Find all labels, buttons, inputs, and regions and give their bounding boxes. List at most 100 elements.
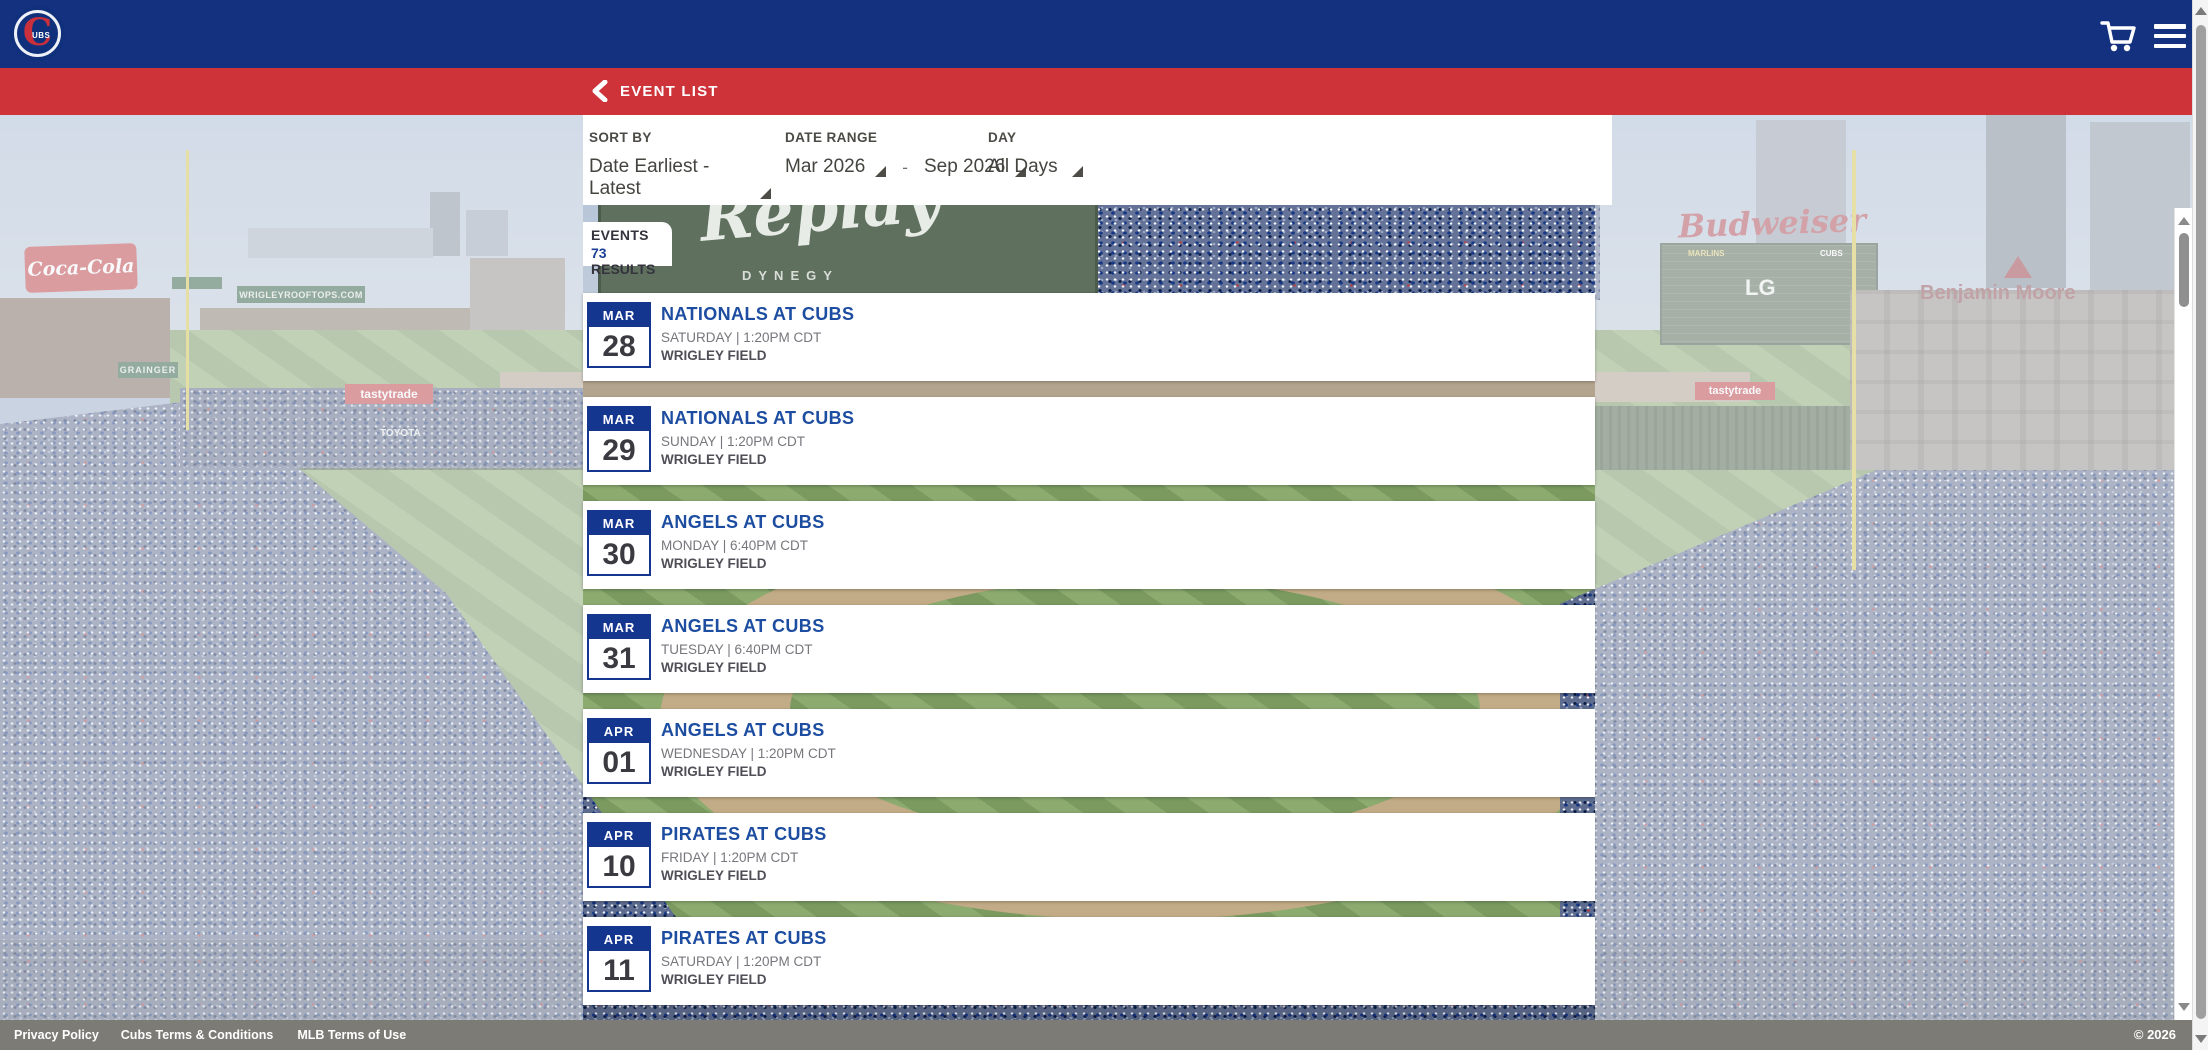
event-card-body: ANGELS AT CUBS TUESDAY | 6:40PM CDT WRIG…	[661, 616, 825, 675]
scroll-down-arrow-icon[interactable]	[2178, 1003, 2190, 1011]
event-title: NATIONALS AT CUBS	[661, 408, 855, 428]
sort-by-group: SORT BY Date Earliest - Latest	[589, 130, 771, 200]
dropdown-caret-icon	[1015, 166, 1027, 177]
event-list-scrollbar[interactable]	[2174, 208, 2192, 1020]
event-date-tile: MAR 31	[587, 614, 651, 680]
date-range-from-dropdown[interactable]: Mar 2026	[785, 156, 887, 178]
results-count-line: 73 RESULTS	[591, 245, 672, 277]
cart-button[interactable]	[2100, 20, 2140, 54]
event-datetime: SUNDAY | 1:20PM CDT	[661, 434, 806, 449]
event-card-body: NATIONALS AT CUBS SUNDAY | 1:20PM CDT WR…	[661, 408, 854, 467]
event-venue: WRIGLEY FIELD	[661, 556, 767, 571]
event-venue: WRIGLEY FIELD	[661, 452, 767, 467]
event-date-tile: MAR 29	[587, 406, 651, 472]
event-card[interactable]: MAR 29 NATIONALS AT CUBS SUNDAY | 1:20PM…	[583, 397, 1595, 485]
day-value: All Days	[988, 156, 1058, 177]
day-group: DAY All Days	[988, 130, 1083, 178]
overlay-left-fade	[0, 115, 583, 1050]
event-title: ANGELS AT CUBS	[661, 512, 825, 532]
footer-link-privacy-policy[interactable]: Privacy Policy	[14, 1028, 99, 1042]
day-label: DAY	[988, 130, 1017, 145]
day-dropdown[interactable]: All Days	[988, 156, 1083, 178]
date-range-controls: Mar 2026 - Sep 2026	[785, 156, 1027, 178]
event-datetime: WEDNESDAY | 1:20PM CDT	[661, 746, 836, 761]
event-card-body: PIRATES AT CUBS SATURDAY | 1:20PM CDT WR…	[661, 928, 827, 987]
date-range-to-dropdown[interactable]: Sep 2026	[924, 156, 1027, 178]
hamburger-menu-button[interactable]	[2154, 24, 2186, 48]
event-card-body: ANGELS AT CUBS MONDAY | 6:40PM CDT WRIGL…	[661, 512, 825, 571]
event-venue: WRIGLEY FIELD	[661, 972, 767, 987]
event-card[interactable]: APR 01 ANGELS AT CUBS WEDNESDAY | 1:20PM…	[583, 709, 1595, 797]
subheader-bar: EVENT LIST	[0, 68, 2208, 115]
results-count-suffix: RESULTS	[591, 261, 656, 277]
event-day: 31	[602, 641, 636, 675]
event-date-tile: MAR 28	[587, 302, 651, 368]
results-badge: EVENTS 73 RESULTS	[583, 222, 672, 277]
footer: Privacy Policy Cubs Terms & Conditions M…	[0, 1020, 2208, 1050]
event-title: PIRATES AT CUBS	[661, 824, 827, 844]
event-datetime: FRIDAY | 1:20PM CDT	[661, 850, 799, 865]
scroll-down-arrow-icon[interactable]	[2195, 1035, 2207, 1043]
event-list-scrollbar-thumb[interactable]	[2179, 233, 2189, 307]
scroll-up-arrow-icon[interactable]	[2178, 217, 2190, 225]
sort-by-dropdown[interactable]: Date Earliest - Latest	[589, 156, 771, 200]
event-card[interactable]: MAR 30 ANGELS AT CUBS MONDAY | 6:40PM CD…	[583, 501, 1595, 589]
event-day: 30	[602, 537, 636, 571]
event-day: 10	[602, 849, 636, 883]
copyright-text: © 2026	[2133, 1027, 2176, 1042]
dropdown-caret-icon	[1072, 166, 1083, 177]
cubs-logo-ubs: UBS	[32, 31, 51, 40]
cubs-logo[interactable]: C UBS	[10, 6, 65, 61]
back-button[interactable]	[590, 79, 612, 103]
event-datetime: MONDAY | 6:40PM CDT	[661, 538, 809, 553]
page-scrollbar-thumb[interactable]	[2196, 25, 2206, 1019]
filter-panel: SORT BY Date Earliest - Latest DATE RANG…	[583, 115, 1612, 205]
event-month: MAR	[589, 512, 649, 535]
event-title: NATIONALS AT CUBS	[661, 304, 855, 324]
event-venue: WRIGLEY FIELD	[661, 348, 767, 363]
results-count: 73	[591, 245, 607, 261]
top-navbar: C UBS	[0, 0, 2208, 68]
event-card[interactable]: APR 11 PIRATES AT CUBS SATURDAY | 1:20PM…	[583, 917, 1595, 1005]
event-month: APR	[589, 720, 649, 743]
hamburger-bar	[2154, 24, 2186, 29]
event-venue: WRIGLEY FIELD	[661, 868, 767, 883]
event-day: 01	[602, 745, 636, 779]
event-date-tile: APR 10	[587, 822, 651, 888]
event-month: MAR	[589, 408, 649, 431]
event-month: MAR	[589, 304, 649, 327]
date-range-from-value: Mar 2026	[785, 156, 866, 177]
event-month: MAR	[589, 616, 649, 639]
event-title: ANGELS AT CUBS	[661, 720, 825, 740]
event-datetime: SATURDAY | 1:20PM CDT	[661, 330, 822, 345]
sort-by-label: SORT BY	[589, 130, 652, 145]
page-title: EVENT LIST	[620, 83, 719, 100]
cubs-logo-letter: C	[22, 9, 53, 54]
shopping-cart-icon	[2100, 21, 2136, 52]
event-day: 11	[603, 953, 635, 987]
footer-link-cubs-terms[interactable]: Cubs Terms & Conditions	[120, 1028, 274, 1042]
hamburger-bar	[2154, 43, 2186, 48]
dropdown-caret-icon	[760, 188, 771, 199]
footer-link-mlb-terms[interactable]: MLB Terms of Use	[297, 1028, 407, 1042]
event-date-tile: APR 11	[587, 926, 651, 992]
bg-dynegy-sign: DYNEGY	[742, 268, 839, 283]
page-scrollbar[interactable]	[2192, 0, 2208, 1050]
event-venue: WRIGLEY FIELD	[661, 764, 767, 779]
event-card[interactable]: MAR 28 NATIONALS AT CUBS SATURDAY | 1:20…	[583, 293, 1595, 381]
chevron-left-icon	[592, 79, 608, 103]
event-day: 29	[602, 433, 636, 467]
dropdown-caret-icon	[875, 166, 887, 177]
event-card-body: PIRATES AT CUBS FRIDAY | 1:20PM CDT WRIG…	[661, 824, 827, 883]
sort-by-value: Date Earliest - Latest	[589, 156, 710, 199]
event-datetime: TUESDAY | 6:40PM CDT	[661, 642, 813, 657]
event-month: APR	[589, 824, 649, 847]
event-card[interactable]: APR 10 PIRATES AT CUBS FRIDAY | 1:20PM C…	[583, 813, 1595, 901]
date-range-group: DATE RANGE Mar 2026 - Sep 2026	[785, 130, 1027, 178]
hamburger-bar	[2154, 33, 2186, 39]
event-title: ANGELS AT CUBS	[661, 616, 825, 636]
event-title: PIRATES AT CUBS	[661, 928, 827, 948]
scroll-up-arrow-icon[interactable]	[2195, 7, 2207, 15]
event-card[interactable]: MAR 31 ANGELS AT CUBS TUESDAY | 6:40PM C…	[583, 605, 1595, 693]
event-day: 28	[602, 329, 636, 363]
